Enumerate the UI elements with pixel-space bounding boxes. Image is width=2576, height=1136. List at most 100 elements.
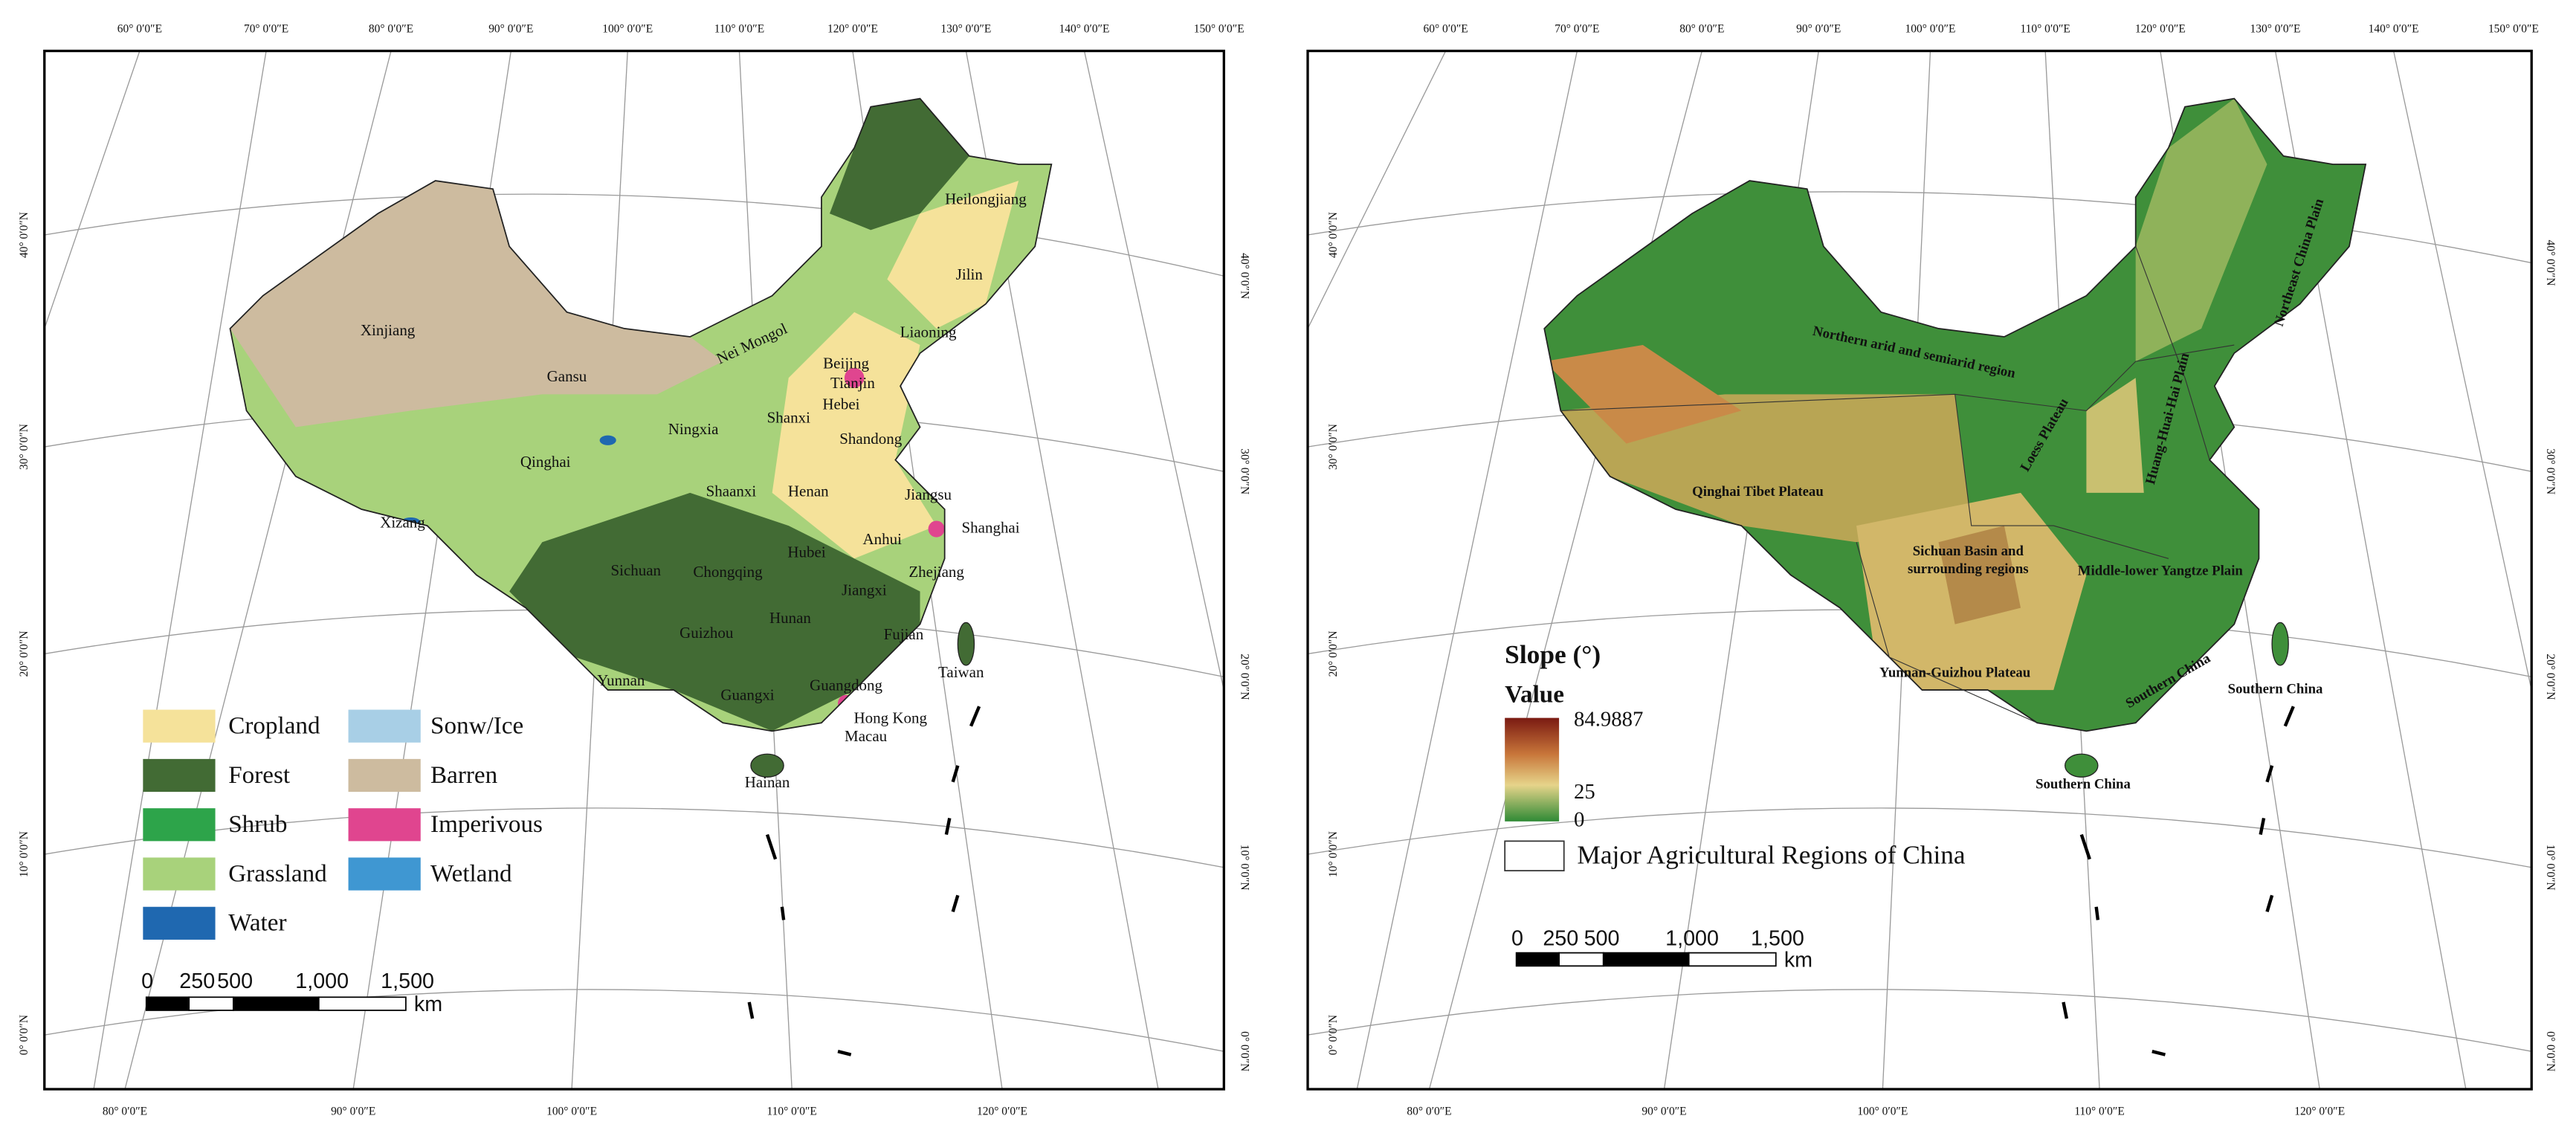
land-cover-map: 60° 0′0″E 70° 0′0″E 80° 0′0″E 90° 0′0″E 100°… (18, 22, 1250, 1117)
latitude-label: 0° 0′0″N (1327, 1015, 1340, 1055)
scale-label: 0 (141, 969, 153, 993)
latitude-line (44, 807, 1224, 868)
place-label: Macau (845, 727, 888, 745)
place-label: Jiangsu (905, 485, 952, 503)
scale-bar-segment (317, 996, 407, 1011)
place-label: Xinjiang (361, 321, 416, 339)
longitude-line (44, 51, 141, 329)
longitude-label: 120° 0′0″E (977, 1106, 1027, 1118)
longitude-label: 150° 0′0″E (2488, 22, 2539, 35)
longitude-label: 90° 0′0″E (488, 22, 533, 35)
scale-bar-segment (1515, 952, 1560, 967)
longitude-label: 80° 0′0″E (1679, 22, 1724, 35)
place-label: Taiwan (938, 663, 984, 681)
legend-swatch (143, 758, 216, 793)
legend-swatch (348, 709, 421, 743)
latitude-label: 20° 0′0″N (2544, 653, 2557, 700)
longitude-label: 90° 0′0″E (331, 1106, 375, 1118)
latitude-line (1308, 807, 2532, 868)
latitude-label: 40° 0′0″N (18, 212, 30, 258)
legend-label: Barren (430, 761, 498, 789)
latitude-label: 40° 0′0″N (1238, 253, 1250, 299)
slope-color-ramp (1505, 717, 1560, 822)
longitude-label: 110° 0′0″E (2074, 1106, 2124, 1118)
legend-label: Sonw/Ice (430, 712, 523, 740)
longitude-label: 140° 0′0″E (2369, 22, 2419, 35)
longitude-label: 90° 0′0″E (1642, 1106, 1686, 1118)
scale-bar-segment (1688, 952, 1777, 967)
place-label: Heilongjiang (945, 190, 1027, 207)
latitude-label: 0° 0′0″N (1238, 1031, 1250, 1071)
longitude-label: 110° 0′0″E (2020, 22, 2070, 35)
region-label: surrounding regions (1908, 561, 2029, 577)
legend-label: Shrub (228, 810, 287, 838)
place-label: Tianjin (830, 374, 875, 392)
longitude-label: 120° 0′0″E (2135, 22, 2186, 35)
place-label: Chongqing (693, 563, 763, 581)
place-label: Hubei (787, 543, 825, 561)
longitude-label: 60° 0′0″E (1424, 22, 1468, 35)
place-label: Zhejiang (908, 563, 964, 581)
graticule (44, 51, 1224, 1090)
longitude-label: 110° 0′0″E (714, 22, 764, 35)
region-label: Qinghai Tibet Plateau (1692, 484, 1824, 500)
latitude-label: 10° 0′0″N (1327, 831, 1340, 877)
place-label: Ningxia (668, 420, 719, 438)
slope-surface (1544, 98, 2366, 732)
scale-bar-segment (1602, 952, 1690, 967)
legend-swatch (143, 857, 216, 891)
latitude-label: 30° 0′0″N (1327, 424, 1340, 470)
region-label: Sichuan Basin and (1913, 543, 2024, 559)
latitude-label: 0° 0′0″N (18, 1015, 30, 1055)
slope-map: 60° 0′0″E 70° 0′0″E 80° 0′0″E 90° 0′0″E 100°… (1306, 22, 2557, 1118)
scale-label: 500 (1584, 927, 1620, 951)
legend-swatch (143, 906, 216, 940)
scale-bar-segment (232, 996, 320, 1011)
scale-label: 0 (1511, 927, 1523, 951)
place-label: Jilin (956, 265, 984, 283)
longitude-label: 120° 0′0″E (2294, 1106, 2345, 1118)
boundary-swatch (1504, 840, 1565, 872)
latitude-label: 20° 0′0″N (18, 630, 30, 677)
scale-bar-segment (1558, 952, 1604, 967)
longitude-label: 100° 0′0″E (1857, 1106, 1908, 1118)
longitude-label: 100° 0′0″E (546, 1106, 597, 1118)
longitude-label: 70° 0′0″E (244, 22, 288, 35)
place-label: Beijing (823, 354, 869, 372)
place-label: Shandong (839, 430, 902, 448)
place-label: Guangdong (810, 676, 882, 694)
place-label: Jiangxi (842, 581, 887, 598)
place-label: Henan (788, 483, 829, 500)
region-label: Southern China (2036, 777, 2131, 793)
legend-title: Slope (°) (1505, 639, 1601, 669)
longitude-label: 110° 0′0″E (766, 1106, 816, 1118)
longitude-line (1308, 51, 1447, 329)
latitude-label: 30° 0′0″N (18, 424, 30, 470)
place-label: Hong Kong (853, 709, 927, 727)
longitude-label: 70° 0′0″E (1555, 22, 1599, 35)
scale-label: 250 (179, 969, 215, 993)
legend-label: Water (228, 909, 286, 937)
scale-bar-segment (188, 996, 234, 1011)
latitude-label: 20° 0′0″N (1327, 630, 1340, 677)
place-label: Guangxi (720, 686, 774, 704)
legend-swatch (348, 758, 421, 793)
latitude-label: 10° 0′0″N (2544, 845, 2557, 891)
legend-boundary: Major Agricultural Regions of China (1577, 840, 1966, 870)
legend-label: Forest (228, 761, 291, 789)
longitude-line (1083, 51, 1224, 691)
place-label: Sichuan (610, 561, 661, 579)
scale-label: 1,500 (1751, 927, 1804, 951)
legend-label: Imperivous (430, 810, 543, 838)
legend-swatch (348, 808, 421, 842)
land-cover (230, 98, 1052, 732)
latitude-line (44, 193, 1224, 277)
legend-low: 0 (1574, 807, 1584, 831)
legend-swatch (348, 857, 421, 891)
place-label: Hebei (822, 396, 859, 413)
place-label: Xizang (380, 514, 425, 532)
longitude-label: 120° 0′0″E (827, 22, 878, 35)
latitude-label: 40° 0′0″N (1327, 212, 1340, 258)
